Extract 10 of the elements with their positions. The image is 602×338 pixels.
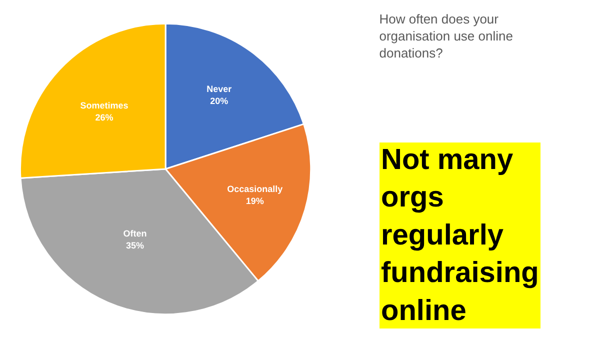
data-label: 20% <box>210 96 228 106</box>
slice-label: Never <box>206 84 232 94</box>
slice-label: Sometimes <box>80 100 128 111</box>
text: How often does your organisation use online donations? <box>379 12 513 60</box>
text: Not many orgs regularly fundraising online <box>381 144 539 327</box>
slice-label: Occasionally <box>227 184 283 194</box>
data-label: 35% <box>126 240 144 250</box>
slice-label: Often <box>123 228 147 239</box>
data-label: 26% <box>95 112 114 122</box>
data-label: 19% <box>246 196 264 206</box>
